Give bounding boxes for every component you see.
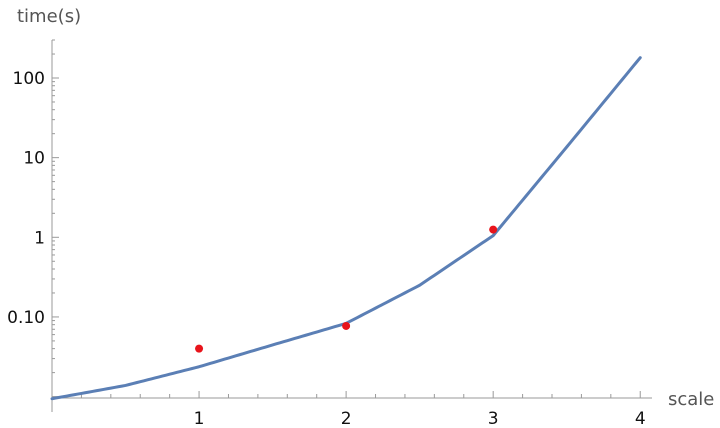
fitted-curve: [50, 56, 642, 401]
y-tick-label: 1: [34, 228, 45, 248]
x-tick-label: 3: [488, 409, 499, 428]
x-tick-label: 1: [194, 409, 205, 428]
x-tick-label: 4: [635, 409, 646, 428]
y-tick-label: 100: [13, 69, 45, 89]
y-tick-label: 10: [23, 149, 45, 169]
y-axis-label: time(s): [17, 6, 81, 27]
data-point: [342, 321, 351, 330]
data-point: [195, 344, 204, 353]
y-ticks: 0.10 1 10 100: [7, 39, 59, 398]
x-tick-label: 2: [341, 409, 352, 428]
x-ticks: 1 2 3 4: [80, 391, 646, 428]
data-point: [489, 225, 498, 234]
axes: 1 2 3 4 0.10 1 10 100: [7, 39, 652, 428]
series-layer: [50, 56, 642, 401]
y-tick-label: 0.10: [7, 308, 45, 328]
x-axis-label: scale: [668, 389, 714, 410]
